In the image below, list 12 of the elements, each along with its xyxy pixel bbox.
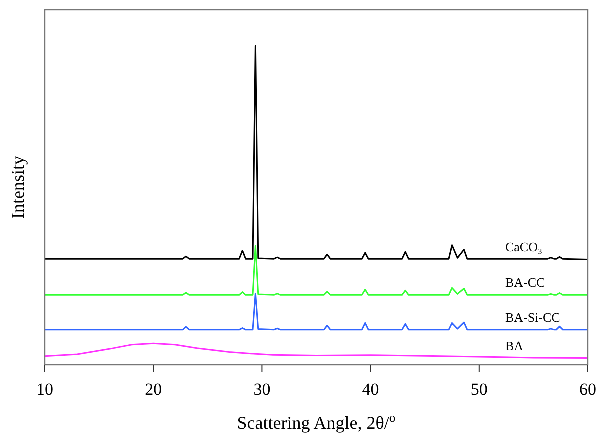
x-tick-label: 20 bbox=[145, 380, 162, 399]
series-label: BA-CC bbox=[505, 275, 546, 290]
y-axis-title: Intensity bbox=[8, 156, 28, 219]
x-tick-label: 50 bbox=[470, 380, 488, 399]
x-tick-label: 10 bbox=[36, 380, 54, 399]
x-axis-title: Scattering Angle, 2θ/$^{o}$ bbox=[237, 411, 396, 433]
series-label: BA-Si-CC bbox=[505, 310, 560, 325]
series-label: CaCO₃ bbox=[505, 240, 543, 255]
x-tick-label: 60 bbox=[580, 380, 596, 399]
x-tick-label: 40 bbox=[362, 380, 380, 399]
x-tick-label: 30 bbox=[254, 380, 271, 399]
series-label: BA bbox=[505, 338, 524, 354]
